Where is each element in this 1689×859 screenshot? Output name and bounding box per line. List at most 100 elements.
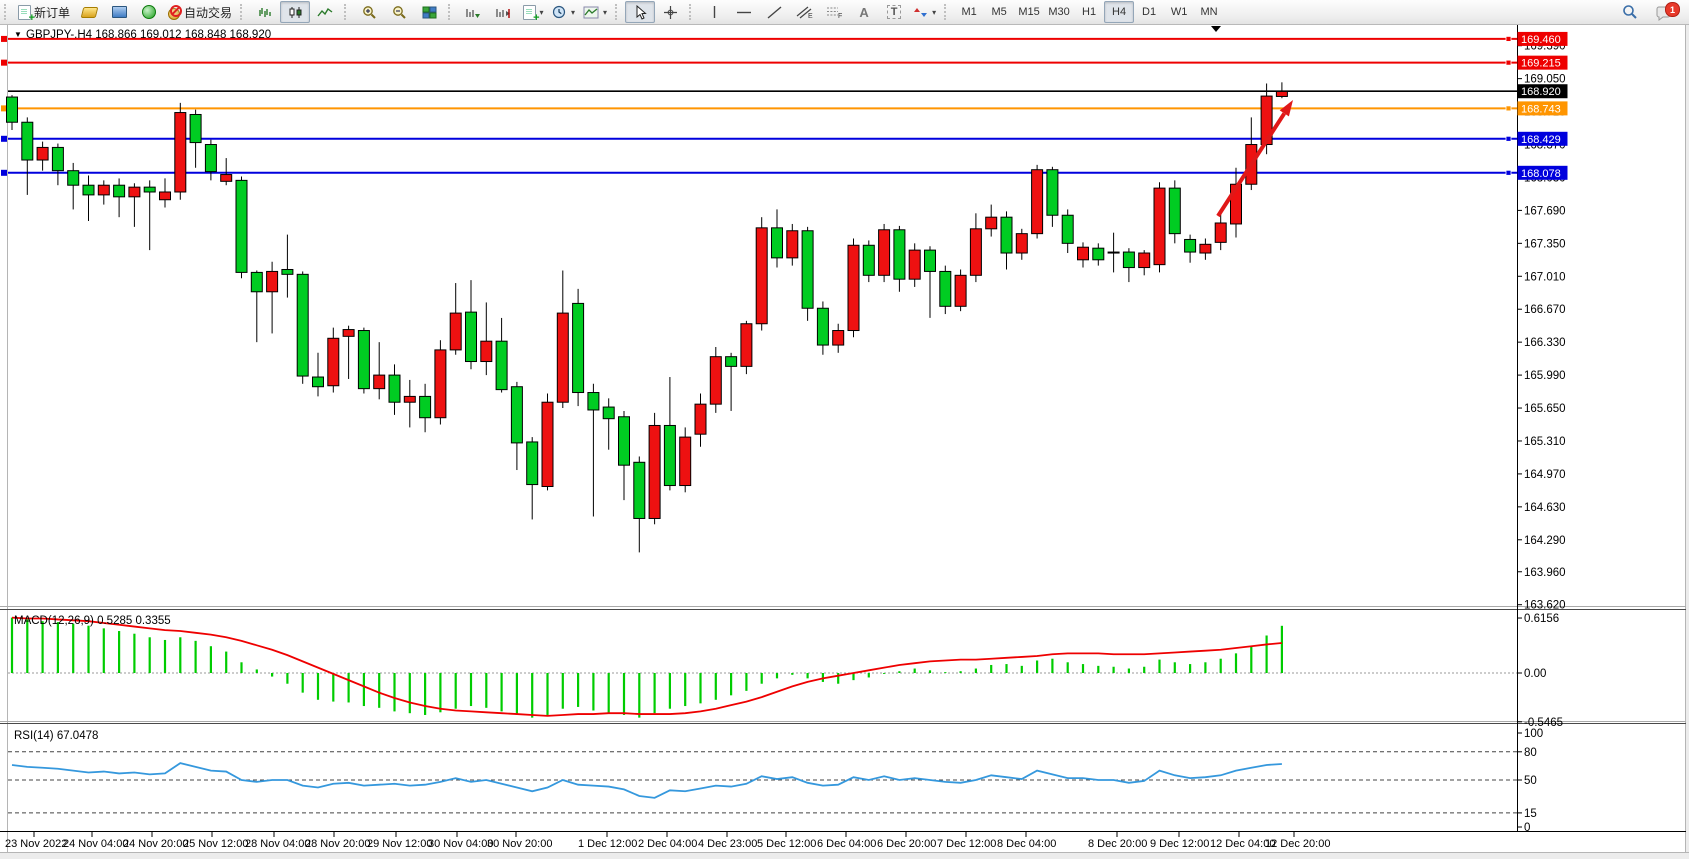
candle-bear [357,330,370,390]
trend-arrow-annotation[interactable] [1216,112,1286,218]
new-order-button[interactable]: + 新订单 [14,1,74,23]
x-axis-label: 23 Nov 2022 [5,838,67,850]
rsi-axis-tick-label: 0 [1524,822,1530,834]
zoom-out-button[interactable] [384,1,414,23]
chart-title: GBPJPY-.H4 168.866 169.012 168.848 168.9… [26,29,271,41]
timeframe-button-W1[interactable]: W1 [1164,1,1194,23]
candle-bear [816,307,829,346]
trend-arrow-head[interactable] [1279,100,1293,117]
arrows-tool-button[interactable]: ▾ [909,1,940,23]
chat-button[interactable]: 1 [1645,0,1683,24]
candle-bull [373,374,386,390]
chart-window[interactable]: 169.390169.050168.710168.370168.030167.6… [0,24,1689,859]
timeframe-button-M30[interactable]: M30 [1044,1,1074,23]
y-axis-tick-label: 164.630 [1524,502,1566,514]
new-chart-button[interactable]: + ▾ [518,1,548,23]
candle-bull [786,230,799,259]
line-right-handle[interactable] [1505,169,1512,176]
autotrading-button[interactable]: 自动交易 [164,1,236,23]
candle-bull [1230,183,1242,225]
candle-bear [67,170,80,186]
x-axis-label: 1 Dec 12:00 [578,838,637,850]
bar-chart-button[interactable] [250,1,280,23]
chart-collapse-arrow[interactable]: ▼ [14,30,22,39]
vertical-line-tool-button[interactable] [699,1,729,23]
line-left-handle[interactable] [1,105,7,112]
y-axis-tick-label: 166.330 [1524,337,1566,349]
metaeditor-button[interactable] [74,1,104,23]
strategy-tester-button[interactable] [104,1,134,23]
x-axis-label: 24 Nov 20:00 [123,838,188,850]
candle-bull [449,312,462,351]
search-icon [1623,5,1637,19]
profiles-button[interactable]: ▾ [548,1,579,23]
trendline-tool-button[interactable] [759,1,789,23]
tile-windows-button[interactable] [414,1,444,23]
strategy-tester-icon [111,6,127,18]
line-right-handle[interactable] [1505,105,1512,112]
auto-scroll-button[interactable] [458,1,488,23]
price-tag-label: 169.460 [1521,34,1561,46]
crosshair-tool-button[interactable] [655,1,685,23]
candle-bull [266,270,279,293]
candle-bull [832,330,845,346]
line-left-handle[interactable] [1,135,7,142]
y-axis-tick-label: 163.620 [1524,600,1566,612]
timeframe-button-M1[interactable]: M1 [954,1,984,23]
price-tag [1517,31,1568,46]
line-left-handle[interactable] [1,59,7,66]
candle-bull [954,274,967,307]
chart-shift-button[interactable] [488,1,518,23]
text-tool-button[interactable]: A [849,1,879,23]
fibonacci-tool-button[interactable]: F [819,1,849,23]
signals-icon [142,5,157,19]
cursor-tool-button[interactable] [625,1,656,23]
candle-bear [1061,214,1074,244]
timeframe-button-H4[interactable]: H4 [1104,1,1135,23]
line-right-handle[interactable] [1505,59,1512,66]
candlestick-chart-button[interactable] [280,1,311,23]
svg-text:F: F [838,13,842,19]
line-right-handle[interactable] [1505,36,1512,42]
candle-bear [572,302,585,394]
arrow-shapes-icon [914,7,928,17]
text-label-icon: T [886,5,902,19]
price-tag-label: 169.215 [1521,58,1561,70]
candle-bear [1184,238,1197,253]
price-tag [1517,165,1568,180]
chart-canvas[interactable]: 169.390169.050168.710168.370168.030167.6… [0,24,1689,859]
timeframe-button-D1[interactable]: D1 [1134,1,1164,23]
candle-bear [495,340,508,391]
candle-bear [801,230,814,309]
signals-button[interactable] [134,1,164,23]
line-left-handle[interactable] [1,35,7,42]
candle-bear [296,273,309,377]
text-label-tool-button[interactable]: T [879,1,909,23]
timeframe-button-M5[interactable]: M5 [984,1,1014,23]
indicators-button[interactable]: ▾ [579,1,611,23]
price-tag-label: 168.920 [1521,86,1561,98]
candle-bull [1077,246,1089,261]
search-button[interactable] [1615,1,1645,23]
line-chart-button[interactable] [310,1,340,23]
line-right-handle[interactable] [1505,135,1512,142]
candle-bull [1199,243,1212,254]
vertical-line-icon [713,6,715,18]
cursor-icon [636,4,647,20]
y-axis-tick-label: 165.990 [1524,370,1566,382]
line-left-handle[interactable] [1,169,7,176]
x-axis-label: 25 Nov 12:00 [183,838,248,850]
price-tag [1517,131,1568,146]
candle-bear [281,268,294,275]
timeframe-button-H1[interactable]: H1 [1074,1,1104,23]
zoom-in-button[interactable] [354,1,384,23]
horizontal-line-tool-button[interactable] [729,1,759,23]
equidistant-channel-tool-button[interactable]: E [789,1,819,23]
timeframe-button-M15[interactable]: M15 [1014,1,1044,23]
autotrading-disabled-icon [168,4,183,20]
zoom-out-icon [392,5,406,19]
x-axis-label: 8 Dec 20:00 [1088,838,1147,850]
timeframe-button-MN[interactable]: MN [1194,1,1224,23]
x-axis-label: 12 Dec 20:00 [1265,838,1330,850]
